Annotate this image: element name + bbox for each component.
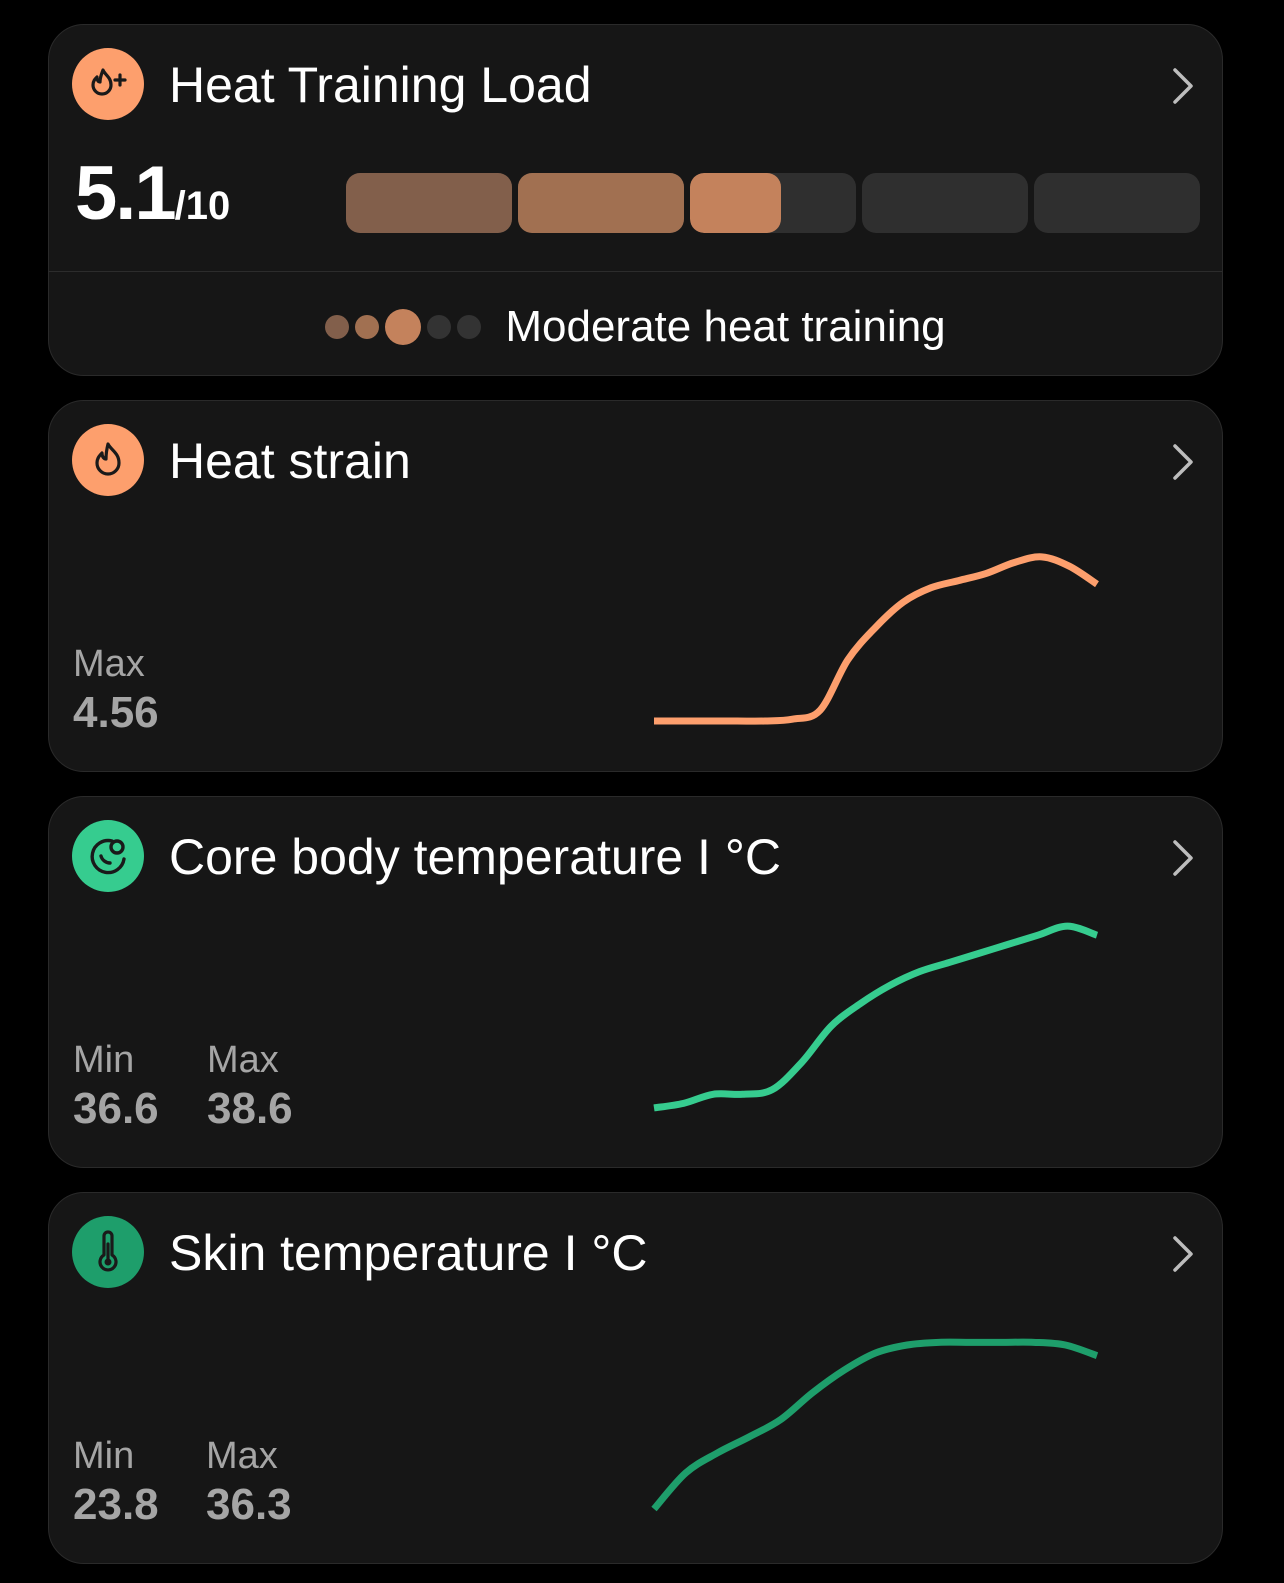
flame-plus-icon: [72, 48, 144, 120]
series-line: [653, 922, 1099, 1112]
level-dot: [355, 315, 380, 339]
max-label: Max: [206, 1435, 278, 1477]
card-title: Heat strain: [169, 433, 411, 489]
min-label: Min: [73, 1435, 135, 1477]
level-segment: [346, 173, 512, 233]
level-dot: [385, 309, 422, 345]
max-label: Max: [207, 1039, 279, 1081]
max-stat: Max 38.6: [207, 1037, 293, 1135]
heat-strain-card[interactable]: Heat strain Max 4.56: [48, 400, 1223, 772]
chevron-right-icon[interactable]: [1172, 839, 1194, 877]
level-dot: [325, 315, 350, 339]
max-value: 36.3: [206, 1480, 292, 1529]
divider: [49, 271, 1222, 272]
min-label: Min: [73, 1039, 135, 1081]
chevron-right-icon[interactable]: [1172, 443, 1194, 481]
level-segment: [518, 173, 684, 233]
level-segment: [862, 173, 1028, 233]
skin-temperature-chart: [651, 1338, 1099, 1512]
max-value: 38.6: [207, 1084, 293, 1133]
card-title: Heat Training Load: [169, 57, 592, 113]
heat-load-score: 5.1/10: [75, 151, 231, 236]
chevron-right-icon[interactable]: [1172, 67, 1194, 105]
level-dot: [427, 315, 452, 339]
max-stat: Max 36.3: [206, 1433, 292, 1531]
heat-training-load-card[interactable]: Heat Training Load 5.1/10 Moderate heat …: [48, 24, 1223, 376]
series-line: [654, 553, 1099, 725]
skin-temperature-card[interactable]: Skin temperature I °C Min 23.8 Max 36.3: [48, 1192, 1223, 1564]
heat-strain-chart: [654, 553, 1099, 725]
level-segment-fill: [346, 173, 512, 233]
min-value: 36.6: [73, 1084, 159, 1133]
thermometer-icon: [72, 1216, 144, 1288]
chevron-right-icon[interactable]: [1172, 1235, 1194, 1273]
heat-load-denominator: /10: [174, 184, 231, 228]
core-temperature-card[interactable]: Core body temperature I °C Min 36.6 Max …: [48, 796, 1223, 1168]
min-stat: Min 23.8: [73, 1433, 159, 1531]
level-dot: [457, 315, 482, 339]
level-segment: [690, 173, 856, 233]
core-temperature-chart: [653, 922, 1099, 1112]
flame-icon: [72, 424, 144, 496]
level-segment-fill: [690, 173, 782, 233]
max-value: 4.56: [73, 688, 159, 737]
status-text: Moderate heat training: [505, 302, 946, 351]
heat-load-level-bar: [346, 173, 1200, 233]
card-title: Core body temperature I °C: [169, 829, 781, 885]
max-stat: Max 4.56: [73, 641, 159, 739]
level-segment-fill: [518, 173, 684, 233]
level-segment: [1034, 173, 1200, 233]
min-value: 23.8: [73, 1480, 159, 1529]
series-line: [651, 1338, 1099, 1512]
level-dots: [325, 309, 482, 345]
heat-load-status: Moderate heat training: [49, 297, 1222, 357]
card-title: Skin temperature I °C: [169, 1225, 648, 1281]
core-temperature-icon: [72, 820, 144, 892]
min-stat: Min 36.6: [73, 1037, 159, 1135]
max-label: Max: [73, 643, 145, 685]
